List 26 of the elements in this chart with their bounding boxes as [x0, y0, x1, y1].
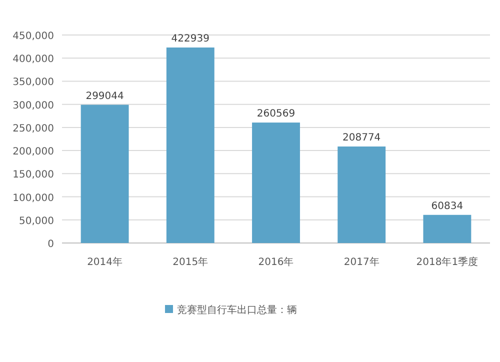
x-tick-label: 2015年 — [172, 256, 208, 268]
data-label: 60834 — [431, 200, 464, 212]
x-tick-label: 2016年 — [258, 256, 294, 268]
x-tick-label: 2014年 — [87, 256, 123, 268]
x-tick-label: 2018年1季度 — [416, 256, 478, 268]
y-tick-label: 250,000 — [12, 123, 54, 134]
y-tick-label: 200,000 — [12, 146, 54, 158]
bar — [80, 104, 129, 243]
data-label: 422939 — [171, 34, 210, 45]
bar — [423, 214, 472, 243]
bar — [252, 122, 300, 243]
legend-label: 竞赛型自行车出口总量：辆 — [177, 304, 297, 316]
data-label: 260569 — [256, 108, 296, 120]
bar — [338, 146, 386, 243]
y-tick-label: 0 — [48, 239, 54, 250]
y-tick-label: 300,000 — [12, 100, 54, 112]
y-tick-label: 100,000 — [12, 192, 54, 204]
data-label: 208774 — [342, 132, 381, 144]
y-tick-label: 150,000 — [12, 170, 54, 181]
y-tick-label: 400,000 — [12, 54, 54, 66]
y-tick-label: 50,000 — [19, 216, 54, 227]
data-label: 299044 — [86, 90, 124, 102]
x-tick-label: 2017年 — [344, 256, 380, 268]
y-tick-label: 350,000 — [12, 77, 54, 88]
y-tick-label: 450,000 — [12, 31, 54, 42]
bar — [166, 48, 214, 243]
